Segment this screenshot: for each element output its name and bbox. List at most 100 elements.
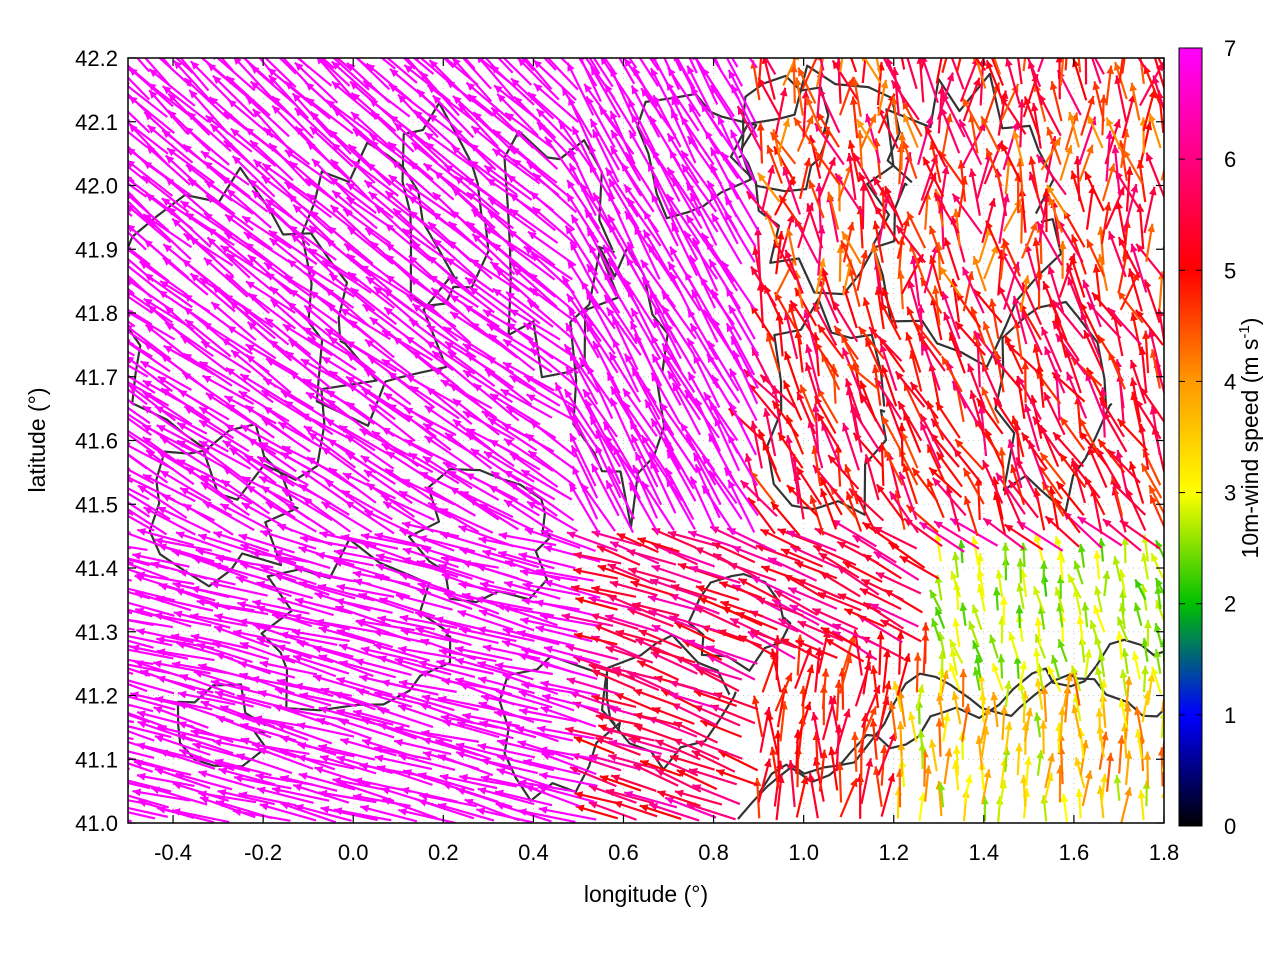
- wind-arrow-head: [1149, 485, 1157, 495]
- wind-arrow-shaft: [465, 81, 512, 122]
- wind-arrow-shaft: [177, 702, 235, 723]
- wind-arrow-shaft: [335, 58, 353, 71]
- wind-arrow-shaft: [583, 83, 620, 133]
- wind-arrow-shaft: [407, 195, 457, 232]
- wind-arrow-head: [710, 526, 720, 534]
- wind-arrow-head: [473, 111, 482, 121]
- wind-arrow-head: [640, 760, 650, 768]
- wind-arrow-head: [297, 754, 306, 763]
- wind-arrow-shaft: [526, 500, 579, 533]
- wind-arrow-shaft: [388, 174, 435, 213]
- wind-arrow-head: [153, 706, 163, 714]
- wind-arrow-shaft: [143, 297, 195, 331]
- wind-arrow-shaft: [442, 461, 496, 490]
- wind-arrow-shaft: [128, 308, 153, 326]
- wind-arrow-shaft: [248, 292, 296, 330]
- wind-arrow-head: [626, 22, 634, 31]
- wind-arrow-head: [83, 267, 92, 275]
- wind-arrow-head: [438, 563, 448, 572]
- wind-arrow-head: [654, 37, 661, 46]
- wind-arrow-shaft: [458, 627, 517, 643]
- wind-arrow-shaft: [526, 299, 573, 339]
- wind-arrow-head: [293, 204, 302, 214]
- wind-arrow-head: [873, 527, 883, 535]
- wind-arrow-head: [116, 645, 125, 653]
- wind-arrow-shaft: [373, 691, 432, 708]
- wind-arrow-head: [210, 679, 220, 688]
- wind-arrow-shaft: [365, 62, 413, 102]
- wind-arrow-shaft: [321, 446, 371, 483]
- wind-arrow-shaft: [566, 179, 601, 230]
- wind-arrow-shaft: [383, 306, 431, 345]
- wind-arrow-shaft: [210, 581, 268, 597]
- wind-arrow-head: [1115, 631, 1124, 640]
- wind-arrow-head: [413, 26, 421, 35]
- wind-arrow-head: [1071, 234, 1079, 244]
- wind-arrow-shaft: [1043, 346, 1066, 394]
- wind-arrow-head: [962, 97, 970, 107]
- wind-arrow-head: [769, 746, 778, 756]
- wind-arrow-shaft: [148, 89, 189, 135]
- wind-arrow-head: [941, 356, 950, 366]
- wind-arrow-head: [1081, 602, 1090, 611]
- wind-arrow-head: [1055, 58, 1064, 63]
- wind-arrow-shaft: [691, 783, 741, 806]
- wind-arrow-head: [295, 126, 304, 136]
- wind-arrow-shaft: [580, 482, 616, 532]
- wind-arrow-head: [812, 332, 820, 341]
- wind-arrow-shaft: [277, 597, 334, 617]
- wind-arrow-shaft: [561, 614, 614, 627]
- wind-arrow-shaft: [527, 91, 573, 132]
- wind-arrow-shaft: [128, 618, 173, 629]
- wind-arrow-head: [92, 670, 101, 677]
- wind-arrow-head: [806, 115, 814, 125]
- wind-arrow-head: [669, 692, 679, 700]
- wind-arrow-shaft: [459, 490, 514, 519]
- wind-arrow-head: [963, 468, 972, 478]
- wind-arrow-shaft: [425, 386, 473, 425]
- wind-arrow-shaft: [154, 697, 213, 711]
- wind-arrow-head: [272, 105, 281, 115]
- wind-arrow-head: [758, 44, 766, 52]
- wind-arrow-shaft: [1130, 243, 1148, 293]
- wind-arrow-head: [927, 478, 935, 488]
- wind-arrow-head: [214, 758, 224, 767]
- wind-arrow-shaft: [591, 530, 642, 547]
- wind-arrow-head: [340, 737, 350, 746]
- wind-arrow-shaft: [307, 431, 357, 469]
- wind-arrow-shaft: [179, 200, 230, 235]
- wind-arrow-shaft: [128, 713, 150, 724]
- wind-arrow-shaft: [198, 406, 250, 440]
- wind-arrow-head: [363, 470, 373, 478]
- wind-arrow-shaft: [128, 145, 150, 167]
- wind-arrow-shaft: [268, 229, 318, 266]
- wind-arrow-head: [840, 240, 848, 250]
- wind-arrow-shaft: [532, 59, 577, 101]
- wind-arrow-head: [171, 660, 181, 669]
- wind-arrow-head: [859, 588, 869, 596]
- wind-arrow-head: [494, 709, 503, 718]
- wind-arrow-head: [672, 20, 679, 29]
- wind-arrow-head: [540, 680, 550, 689]
- wind-arrow-head: [231, 350, 240, 359]
- wind-arrow-shaft: [483, 164, 533, 201]
- wind-arrow-head: [777, 528, 787, 536]
- wind-arrow-head: [456, 750, 466, 759]
- wind-arrow-head: [649, 803, 659, 811]
- wind-arrow-head: [217, 789, 227, 797]
- wind-arrow-head: [1129, 377, 1138, 387]
- wind-arrow-shaft: [462, 713, 520, 728]
- wind-arrow-shaft: [546, 58, 579, 91]
- wind-arrow-shaft: [480, 775, 539, 791]
- wind-arrow-head: [438, 648, 448, 656]
- wind-arrow-head: [1129, 359, 1138, 369]
- wind-arrow-head: [171, 549, 181, 557]
- wind-arrow-head: [719, 581, 729, 589]
- wind-arrow-head: [981, 116, 989, 126]
- wind-arrow-head: [794, 77, 802, 87]
- wind-arrow-shaft: [588, 58, 601, 75]
- wind-arrow-shaft: [349, 287, 397, 326]
- wind-arrow-head: [373, 629, 382, 637]
- wind-arrow-shaft: [172, 59, 214, 105]
- wind-arrow-head: [811, 403, 820, 413]
